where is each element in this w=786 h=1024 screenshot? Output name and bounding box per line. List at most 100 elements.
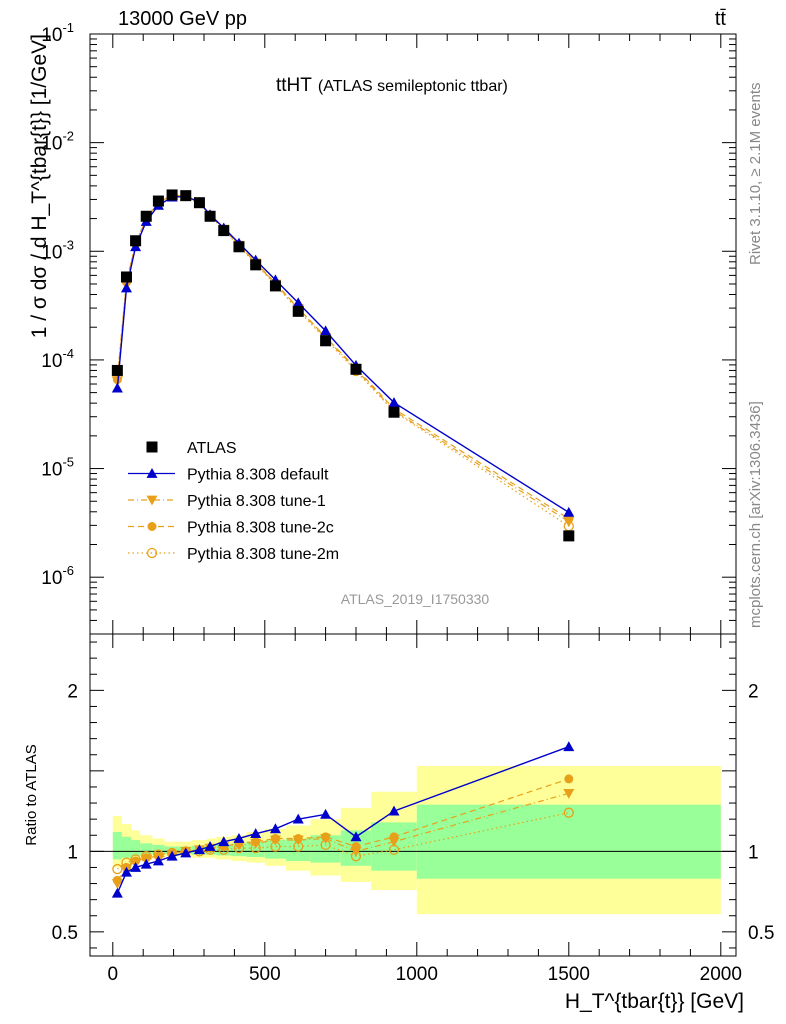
data-point-default	[388, 397, 400, 407]
main-y-tick-base: 10	[41, 25, 62, 46]
ratio-point-default	[218, 836, 230, 847]
main-y-tick-exponent: -6	[62, 563, 74, 578]
legend-marker-tune2m	[146, 547, 158, 559]
mcplots-label: mcplots.cern.ch [arXiv:1306.3436]	[747, 401, 764, 628]
legend-marker-tune1	[146, 495, 158, 506]
rivet-label: Rivet 3.1.10, ≥ 2.1M events	[747, 83, 764, 266]
main-y-tick-label: 10-5	[41, 455, 74, 481]
main-y-tick-label: 10-2	[41, 129, 74, 155]
main-y-tick-label: 10-4	[41, 346, 74, 372]
ratio-point-tune2c	[564, 774, 574, 784]
ratio-y-tick-label-right: 2	[748, 681, 759, 702]
ratio-y-tick-label: 1	[67, 842, 78, 863]
series-line-default	[116, 195, 570, 513]
data-point-atlas	[250, 259, 262, 271]
legend-label-tune2m: Pythia 8.308 tune-2m	[187, 546, 339, 563]
data-point-atlas	[120, 271, 132, 283]
ratio-plot-frame	[89, 633, 737, 957]
data-point-atlas	[204, 210, 216, 222]
ratio-series	[111, 741, 575, 898]
ratio-point-tune1	[250, 838, 262, 849]
data-point-atlas	[350, 363, 362, 375]
ratio-point-default	[193, 844, 205, 855]
data-point-atlas	[166, 189, 178, 201]
series-atlas	[111, 189, 575, 542]
ratio-point-default	[140, 858, 152, 869]
data-point-default	[111, 382, 123, 393]
data-point-atlas	[218, 225, 230, 237]
ratio-point-default	[292, 813, 304, 824]
main-y-tick-exponent: -3	[62, 237, 74, 252]
ratio-point-default	[204, 841, 216, 851]
data-point-atlas	[140, 210, 152, 222]
ratio-point-default	[120, 866, 132, 877]
ratio-point-tune1	[292, 835, 304, 846]
main-y-tick-base: 10	[41, 242, 62, 263]
ratio-point-default	[388, 805, 400, 816]
legend: ATLAS Pythia 8.308 default Pythia 8.308 tu…	[128, 440, 339, 563]
ratio-point-tune1	[350, 846, 362, 857]
main-y-tick-exponent: -2	[62, 129, 74, 144]
series-tune2m	[112, 190, 574, 532]
ratio-point-default	[166, 850, 178, 861]
band-inner	[286, 838, 311, 862]
legend-label-atlas: ATLAS	[187, 440, 237, 457]
main-y-tick-base: 10	[41, 460, 62, 481]
ratio-point-default	[350, 831, 362, 842]
main-y-tick-label: 10-6	[41, 563, 74, 589]
main-y-tick-label: 10-3	[41, 237, 74, 263]
data-point-atlas	[269, 280, 281, 292]
ratio-y-tick-label-right: 0.5	[748, 923, 774, 944]
data-point-atlas	[388, 406, 400, 418]
data-point-default	[563, 506, 575, 517]
ratio-point-default	[130, 861, 142, 872]
legend-label-default: Pythia 8.308 default	[187, 467, 329, 484]
band-inner	[246, 841, 265, 857]
x-tick-label: 500	[249, 964, 281, 985]
data-point-atlas	[563, 530, 575, 542]
band-inner	[131, 840, 141, 857]
ratio-line-tune1	[116, 792, 569, 884]
band-inner	[121, 836, 132, 858]
ratio-series-default	[111, 741, 575, 898]
ratio-point-default	[111, 887, 123, 898]
data-point-atlas	[152, 195, 164, 207]
ratio-point-default	[180, 847, 192, 858]
data-point-atlas	[233, 241, 245, 253]
series-tune1	[111, 191, 575, 528]
ratio-point-default	[250, 828, 262, 839]
main-y-axis: 10-610-510-410-310-210-1	[41, 20, 736, 635]
ratio-point-tune1	[563, 788, 575, 799]
collision-label: 13000 GeV pp	[118, 8, 247, 30]
ratio-y-tick-label-right: 1	[748, 842, 759, 863]
data-point-default	[320, 325, 332, 336]
ratio-point-default	[563, 741, 575, 752]
main-x-ticks	[112, 34, 722, 634]
data-point-atlas	[111, 364, 123, 376]
x-tick-label: 0	[108, 964, 119, 985]
ratio-y-tick-label: 2	[67, 681, 78, 702]
data-point-default	[120, 282, 132, 293]
legend-label-tune2c: Pythia 8.308 tune-2c	[187, 520, 334, 537]
data-point-tune1	[563, 517, 575, 528]
series-line-tune1	[116, 195, 570, 523]
ratio-point-default	[152, 855, 164, 866]
main-y-tick-base: 10	[41, 568, 62, 589]
ratio-y-tick-label: 0.5	[52, 923, 78, 944]
data-point-atlas	[320, 335, 332, 347]
ratio-point-tune1	[233, 840, 245, 851]
ratio-axes: 0.5 0.5 1 1 2 2 0 500 1000 1500 2000	[52, 634, 774, 985]
band-inner	[112, 832, 122, 860]
x-tick-label: 1500	[548, 964, 590, 985]
x-tick-label: 2000	[700, 964, 742, 985]
data-point-atlas	[193, 197, 205, 209]
main-y-tick-base: 10	[41, 351, 62, 372]
ratio-point-tune1	[269, 835, 281, 846]
ratio-point-tune1	[388, 837, 400, 848]
ratio-point-tune2m	[563, 807, 574, 818]
main-series	[111, 189, 575, 542]
legend-marker-atlas	[146, 441, 158, 453]
process-label: tt̄	[715, 8, 727, 30]
band-inner	[264, 840, 287, 859]
